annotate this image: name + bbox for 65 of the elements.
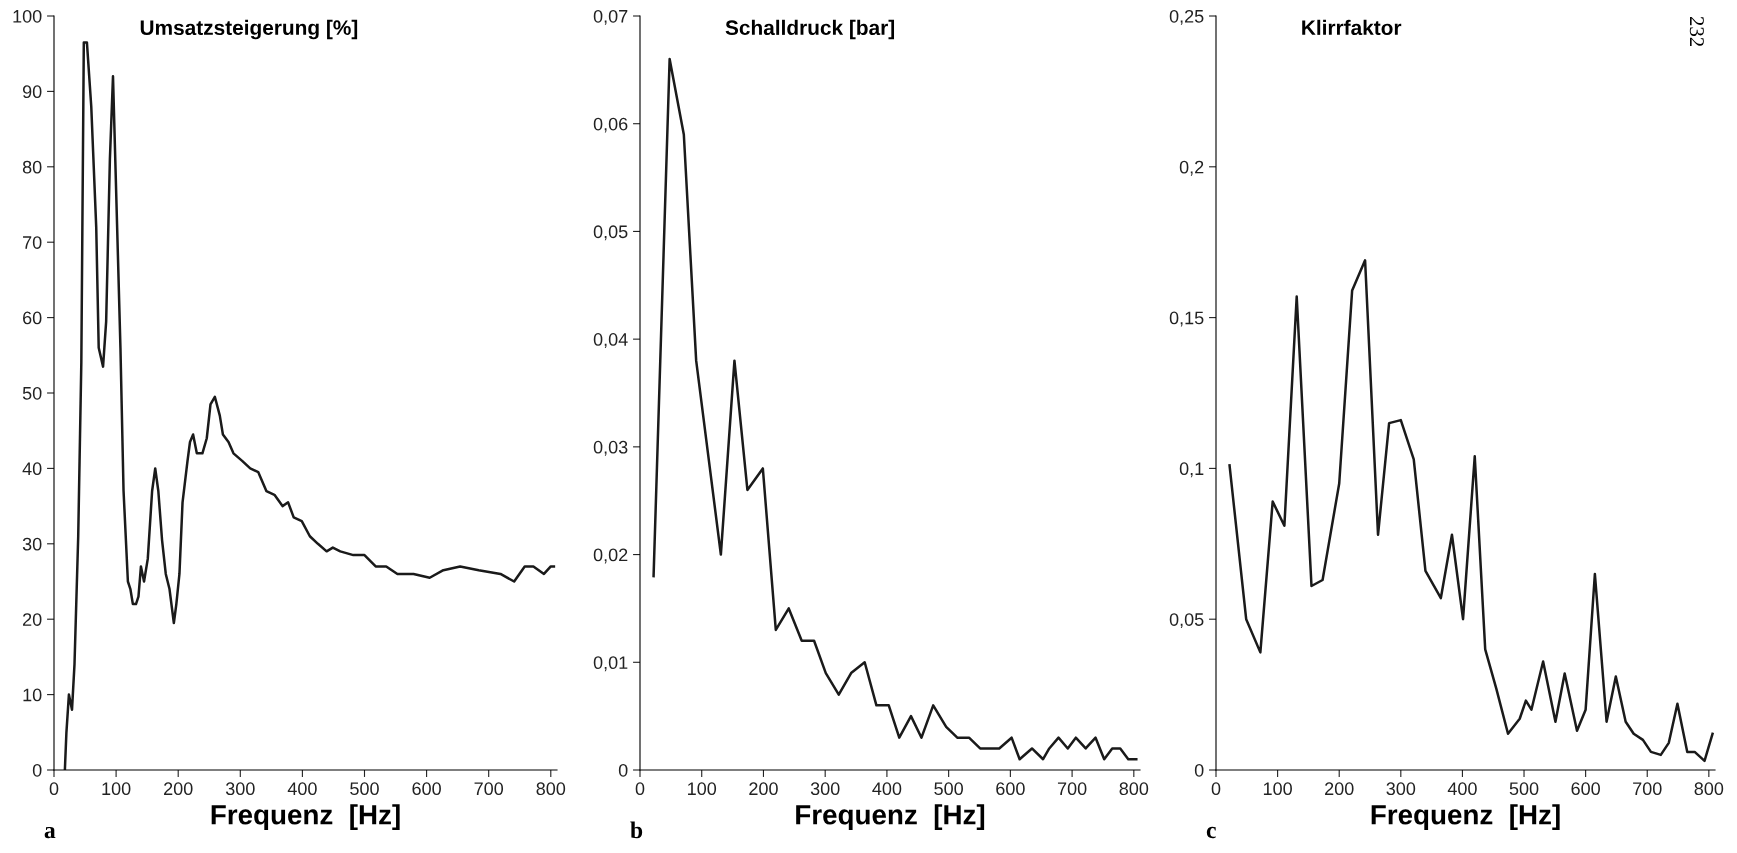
- x-tick-label: 800: [536, 782, 566, 796]
- x-tick-label: 500: [350, 782, 379, 796]
- y-tick-label: 0,15: [1169, 311, 1204, 327]
- y-tick-label: 0,2: [1179, 160, 1204, 176]
- x-tick-label: 500: [934, 782, 963, 796]
- x-tick-label: 400: [287, 782, 317, 796]
- x-tick-label: 600: [996, 782, 1025, 796]
- x-tick-label: 300: [1386, 782, 1416, 796]
- x-tick-label: 500: [1509, 782, 1539, 796]
- x-tick-label: 400: [872, 782, 902, 796]
- x-tick-label: 200: [164, 782, 193, 796]
- x-tick-label: 700: [1633, 782, 1662, 796]
- x-tick-label: 700: [474, 782, 504, 796]
- x-tick-label: 100: [102, 782, 131, 796]
- x-tick-label: 400: [1447, 782, 1477, 796]
- x-axis-title: Frequenz [Hz]: [796, 804, 985, 831]
- x-axis-title: Frequenz [Hz]: [1371, 804, 1560, 831]
- y-tick-label: 0,04: [593, 333, 628, 348]
- x-tick-label: 0: [49, 782, 59, 796]
- line-series: [63, 41, 556, 770]
- x-tick-label: 100: [688, 782, 717, 796]
- x-tick-label: 200: [1325, 782, 1354, 796]
- y-tick-label: 70: [23, 236, 42, 249]
- text: b: [630, 821, 643, 839]
- x-tick-label: 600: [412, 782, 441, 796]
- y-tick-label: 50: [22, 386, 42, 400]
- x-tick-label: 600: [1571, 782, 1600, 796]
- chart-title: Schalldruck [bar]: [725, 19, 895, 40]
- y-tick-label: 0,25: [1169, 9, 1204, 25]
- y-tick-label: 0,02: [593, 548, 628, 564]
- text: c: [1206, 826, 1216, 839]
- y-tick-label: 0: [1194, 763, 1204, 777]
- x-tick-label: 200: [749, 782, 778, 796]
- y-tick-label: 0,05: [1169, 613, 1204, 629]
- line-series: [1228, 259, 1714, 763]
- y-tick-label: 20: [23, 613, 42, 626]
- y-tick-label: 40: [22, 462, 42, 476]
- y-tick-label: 0: [618, 763, 628, 777]
- y-tick-label: 10: [23, 688, 42, 702]
- x-tick-label: 300: [225, 782, 255, 796]
- y-tick-label: 0,03: [593, 440, 628, 456]
- y-tick-label: 60: [23, 311, 42, 325]
- y-tick-label: 100: [13, 9, 42, 23]
- y-tick-label: 0,06: [593, 117, 628, 133]
- x-tick-label: 800: [1694, 782, 1724, 796]
- y-tick-label: 80: [22, 160, 42, 174]
- x-axis-title: Frequenz [Hz]: [211, 804, 400, 831]
- x-tick-label: 0: [1211, 782, 1221, 796]
- y-tick-label: 0,01: [593, 656, 628, 672]
- x-tick-label: 700: [1057, 782, 1087, 796]
- x-tick-label: 100: [1263, 782, 1292, 796]
- y-tick-label: 90: [22, 85, 42, 99]
- chart-title: Klirrfaktor: [1302, 19, 1402, 36]
- line-series: [652, 57, 1138, 761]
- x-tick-label: 800: [1119, 782, 1149, 796]
- y-tick-label: 0: [32, 763, 42, 777]
- y-tick-label: 0,07: [593, 9, 628, 25]
- x-tick-label: 300: [810, 782, 840, 796]
- y-tick-label: 0,1: [1179, 462, 1204, 478]
- y-tick-label: 30: [22, 537, 42, 551]
- x-tick-label: 0: [635, 782, 645, 796]
- chart-title: Umsatzsteigerung [%]: [140, 19, 358, 40]
- annotation: 232: [1689, 16, 1704, 47]
- y-tick-label: 0,05: [593, 225, 628, 241]
- text: a: [44, 826, 56, 839]
